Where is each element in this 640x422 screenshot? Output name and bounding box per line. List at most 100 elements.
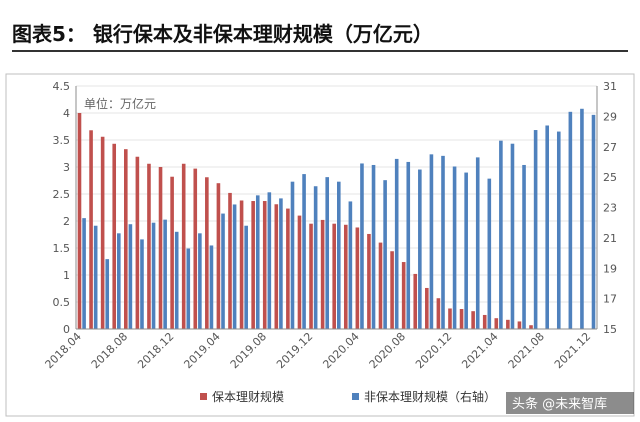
x-tick-label: 2020.04 [320, 330, 361, 371]
bar-guaranteed [459, 309, 464, 329]
bar-guaranteed [517, 321, 522, 329]
bar-non-guaranteed [406, 161, 411, 329]
bar-non-guaranteed [290, 181, 295, 329]
bar-non-guaranteed [533, 130, 538, 329]
bar-non-guaranteed [82, 218, 86, 329]
x-tick-label: 2019.12 [274, 330, 315, 371]
bar-guaranteed [100, 136, 105, 329]
legend-swatch [352, 393, 359, 400]
bar-guaranteed [77, 113, 82, 329]
x-tick-label: 2019.04 [181, 330, 222, 371]
left-tick-label: 0 [63, 323, 70, 336]
bar-non-guaranteed [117, 233, 121, 329]
left-tick-label: 3.5 [53, 134, 71, 147]
right-tick-label: 29 [603, 110, 617, 123]
x-tick-label: 2020.12 [413, 330, 454, 371]
bar-non-guaranteed [522, 164, 526, 329]
unit-label: 单位：万亿元 [84, 96, 156, 111]
bar-non-guaranteed [198, 233, 202, 329]
bar-non-guaranteed [140, 239, 144, 329]
x-tick-label: 2019.08 [228, 330, 269, 371]
bar-guaranteed [205, 177, 209, 329]
chart-title: 图表5： 银行保本及非保本理财规模（万亿元） [12, 22, 433, 46]
bar-guaranteed [262, 201, 267, 329]
bar-non-guaranteed [267, 192, 272, 329]
bar-non-guaranteed [452, 166, 457, 329]
left-tick-label: 1 [63, 269, 70, 282]
bar-guaranteed [181, 163, 186, 329]
bar-guaranteed [448, 308, 452, 329]
bar-guaranteed [367, 233, 371, 329]
bar-guaranteed [529, 325, 533, 329]
x-tick-label: 2018.12 [135, 330, 176, 371]
bar-non-guaranteed [475, 157, 480, 329]
right-axis: 15 17 19 21 23 25 27 29 31 [596, 80, 617, 336]
bar-non-guaranteed [93, 225, 98, 329]
left-tick-label: 2 [63, 215, 70, 228]
x-tick-label: 2021.04 [459, 330, 500, 371]
bar-guaranteed [332, 223, 336, 329]
x-tick-label: 2021.08 [506, 330, 547, 371]
bar-guaranteed [124, 149, 128, 329]
bar-guaranteed [112, 143, 117, 329]
bar-non-guaranteed [568, 111, 573, 329]
right-tick-label: 17 [603, 293, 617, 306]
left-axis: 0 0.5 1 1.5 2 2.5 3 3.5 4 4.5 [53, 80, 77, 336]
bar-non-guaranteed [128, 224, 133, 329]
bar-guaranteed [309, 223, 313, 329]
right-tick-label: 25 [603, 171, 617, 184]
bar-non-guaranteed [255, 195, 260, 329]
bar-guaranteed [135, 156, 140, 329]
left-tick-label: 0.5 [53, 296, 71, 309]
bar-non-guaranteed [105, 259, 110, 329]
bar-non-guaranteed [383, 180, 387, 329]
bar-non-guaranteed [163, 219, 167, 329]
bar-guaranteed [274, 204, 279, 329]
right-tick-label: 23 [603, 202, 617, 215]
bar-guaranteed [390, 251, 394, 329]
watermark-text: 头条 @未来智库 [512, 396, 607, 412]
bar-guaranteed [471, 311, 475, 329]
bar-guaranteed [170, 176, 174, 329]
bar-non-guaranteed [186, 248, 191, 329]
bar-non-guaranteed [221, 213, 225, 329]
chart-frame [5, 73, 635, 417]
right-tick-label: 15 [603, 323, 617, 336]
bar-guaranteed [506, 319, 510, 329]
right-tick-label: 31 [603, 80, 617, 93]
bar-guaranteed [158, 167, 163, 329]
left-tick-label: 4.5 [53, 80, 71, 93]
title-divider [12, 50, 628, 52]
bars [77, 108, 596, 330]
bar-non-guaranteed [279, 198, 283, 329]
right-tick-label: 19 [603, 262, 617, 275]
bar-non-guaranteed [313, 186, 318, 329]
bar-non-guaranteed [209, 245, 214, 329]
left-tick-label: 2.5 [53, 188, 71, 201]
bar-guaranteed [413, 273, 418, 329]
x-tick-label: 2018.04 [43, 330, 84, 371]
bar-guaranteed [89, 130, 93, 329]
right-tick-label: 27 [603, 141, 617, 154]
bar-guaranteed [251, 201, 255, 329]
bar-non-guaranteed [151, 222, 156, 329]
left-tick-label: 3 [63, 161, 70, 174]
legend-label: 保本理财规模 [212, 389, 284, 404]
bar-non-guaranteed [580, 108, 584, 329]
bar-guaranteed [297, 215, 302, 329]
bar-non-guaranteed [441, 155, 445, 329]
bar-non-guaranteed [545, 125, 549, 330]
bar-non-guaranteed [325, 177, 330, 330]
bar-non-guaranteed [302, 174, 306, 329]
left-tick-label: 4 [63, 107, 70, 120]
bar-guaranteed [482, 314, 487, 329]
bar-guaranteed [343, 224, 348, 329]
bar-non-guaranteed [232, 204, 237, 329]
bar-non-guaranteed [174, 231, 179, 329]
bar-non-guaranteed [371, 164, 376, 329]
bar-non-guaranteed [464, 172, 468, 329]
bar-guaranteed [239, 200, 244, 329]
left-tick-label: 1.5 [53, 242, 71, 255]
bar-guaranteed [355, 227, 360, 329]
